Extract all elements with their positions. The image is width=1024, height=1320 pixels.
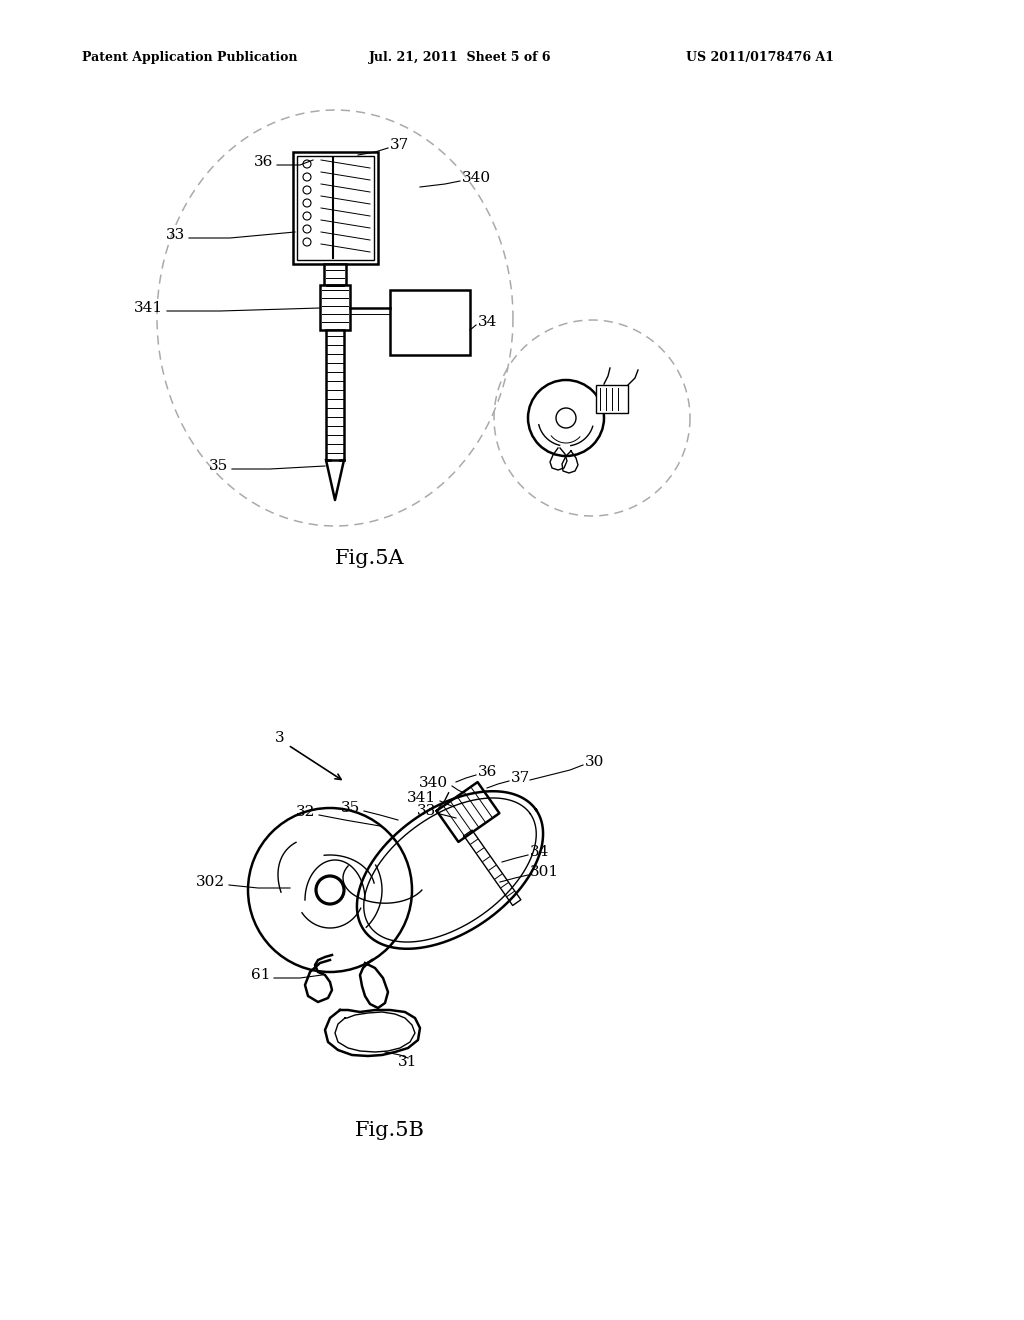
Circle shape: [556, 408, 575, 428]
Text: 33: 33: [166, 228, 185, 242]
Text: 32: 32: [296, 805, 315, 818]
Text: 33: 33: [417, 804, 436, 818]
Text: 340: 340: [419, 776, 449, 789]
Circle shape: [303, 213, 311, 220]
Circle shape: [303, 186, 311, 194]
Circle shape: [248, 808, 412, 972]
Circle shape: [303, 199, 311, 207]
Bar: [596, 385, 628, 413]
Circle shape: [303, 238, 311, 246]
Text: 34: 34: [478, 315, 498, 329]
Text: 35: 35: [209, 459, 228, 473]
Text: 37: 37: [390, 139, 410, 152]
Circle shape: [528, 380, 604, 455]
Bar: [390, 290, 470, 355]
Text: 341: 341: [134, 301, 163, 315]
Text: 61: 61: [251, 968, 270, 982]
Text: 341: 341: [407, 791, 436, 805]
Text: Jul. 21, 2011  Sheet 5 of 6: Jul. 21, 2011 Sheet 5 of 6: [369, 50, 551, 63]
Text: Patent Application Publication: Patent Application Publication: [82, 50, 298, 63]
Circle shape: [303, 160, 311, 168]
Bar: [326, 330, 344, 459]
Text: 3: 3: [275, 731, 285, 744]
Text: 34: 34: [530, 845, 549, 859]
Text: 36: 36: [478, 766, 498, 779]
Text: US 2011/0178476 A1: US 2011/0178476 A1: [686, 50, 834, 63]
Bar: [319, 285, 350, 330]
Bar: [293, 152, 378, 264]
Text: 340: 340: [462, 172, 492, 185]
Bar: [297, 156, 374, 260]
Text: 302: 302: [196, 875, 225, 888]
Text: Fig.5B: Fig.5B: [355, 1121, 425, 1139]
Circle shape: [303, 173, 311, 181]
Text: 31: 31: [398, 1055, 418, 1069]
Text: 301: 301: [530, 865, 559, 879]
Text: 37: 37: [511, 771, 530, 785]
Circle shape: [316, 876, 344, 904]
Text: Fig.5A: Fig.5A: [335, 549, 404, 568]
Text: 36: 36: [254, 154, 273, 169]
Text: 35: 35: [341, 801, 360, 814]
Bar: [324, 264, 346, 285]
Circle shape: [303, 224, 311, 234]
Text: 30: 30: [585, 755, 604, 770]
